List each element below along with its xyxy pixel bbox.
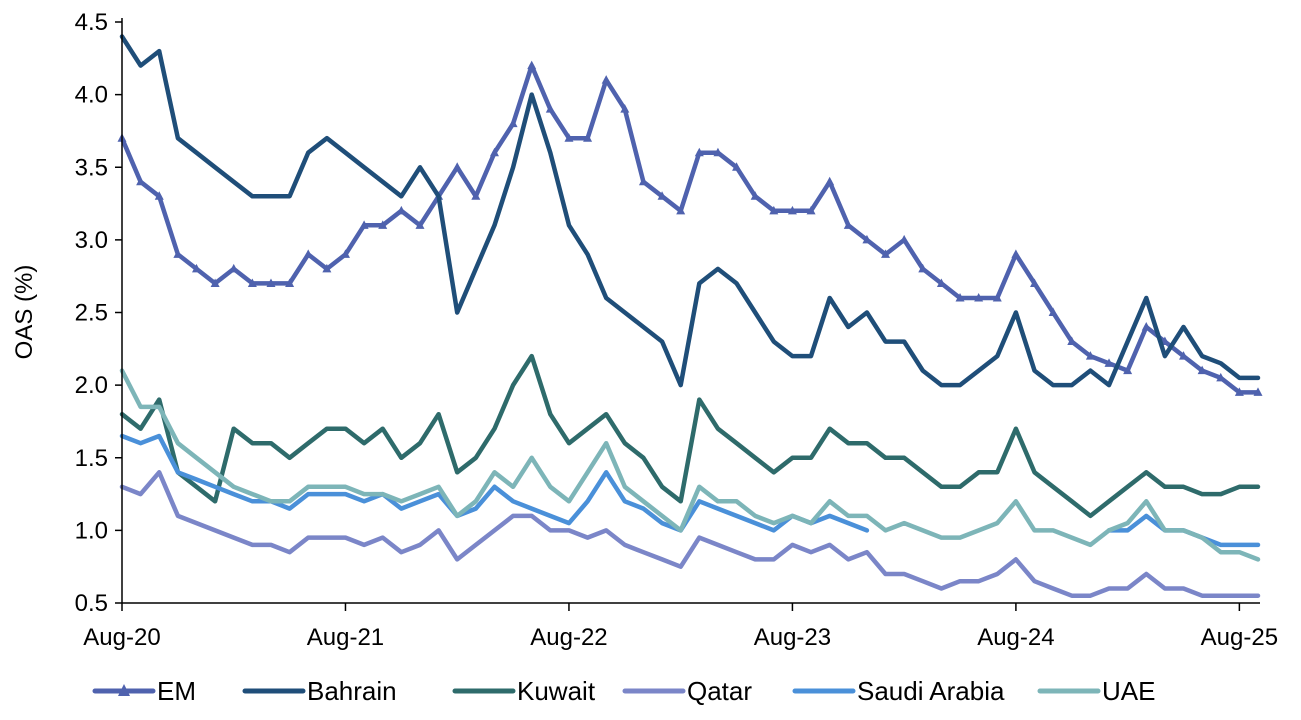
em-point-marker <box>583 133 593 142</box>
em-point-marker <box>787 205 797 215</box>
series-line-qatar <box>119 470 1261 598</box>
y-axis-title: OAS (%) <box>11 265 38 360</box>
em-point-marker <box>601 75 611 84</box>
legend-item-kuwait: Kuwait <box>452 676 596 706</box>
em-point-marker <box>713 147 723 157</box>
em-point-marker <box>136 176 146 186</box>
legend-item-em: EM <box>92 676 196 706</box>
em-point-marker <box>173 249 183 258</box>
axes <box>121 18 1260 604</box>
series-line-bahrain <box>119 34 1261 388</box>
em-point-marker <box>918 263 928 273</box>
em-point-marker <box>396 205 406 215</box>
em-point-marker <box>378 220 388 229</box>
em-point-marker <box>527 60 537 70</box>
y-tick-label: 1.0 <box>75 517 108 544</box>
em-point-marker <box>1141 322 1151 331</box>
em-point-marker <box>899 234 909 244</box>
x-tick-label: Aug-21 <box>307 624 384 651</box>
em-point-marker <box>1104 358 1114 367</box>
em-point-marker <box>676 205 686 215</box>
em-point-marker <box>210 278 220 287</box>
em-point-marker <box>1123 365 1133 375</box>
em-point-marker <box>191 263 201 273</box>
em-point-marker <box>564 133 574 142</box>
em-point-marker <box>769 205 779 215</box>
legend-marker-icon <box>118 684 130 696</box>
em-point-marker <box>1085 351 1095 360</box>
legend-label: Kuwait <box>517 676 596 706</box>
em-point-marker <box>657 191 667 200</box>
em-point-marker <box>881 249 891 258</box>
series-layer <box>117 34 1263 598</box>
em-point-marker <box>266 278 276 287</box>
y-tick-label: 4.0 <box>75 82 108 109</box>
em-point-marker <box>154 191 164 200</box>
em-point-marker <box>229 263 239 273</box>
x-tick-label: Aug-22 <box>530 624 607 651</box>
em-point-marker <box>732 162 742 171</box>
em-point-marker <box>415 220 425 229</box>
x-tick-label: Aug-24 <box>977 624 1054 651</box>
y-tick-label: 2.5 <box>75 300 108 327</box>
em-point-marker <box>359 220 369 229</box>
em-point-marker <box>1030 278 1040 287</box>
y-tick-label: 2.0 <box>75 372 108 399</box>
em-point-marker <box>992 292 1002 302</box>
em-point-marker <box>638 176 648 186</box>
em-point-marker <box>694 147 704 157</box>
em-point-marker <box>825 176 835 186</box>
em-point-marker <box>340 249 350 258</box>
y-tick-label: 4.5 <box>75 9 108 36</box>
x-tick-label: Aug-25 <box>1201 624 1278 651</box>
em-point-marker <box>1048 307 1058 316</box>
y-tick-label: 0.5 <box>75 590 108 617</box>
em-point-marker <box>620 104 630 113</box>
em-point-marker <box>1011 249 1021 258</box>
em-point-marker <box>1197 365 1207 375</box>
y-tick-label: 1.5 <box>75 445 108 472</box>
em-point-marker <box>471 191 481 200</box>
em-point-marker <box>452 162 462 171</box>
y-axis-ticks: 0.5 1.0 1.5 2.0 2.5 3.0 3.5 4.0 4.5 <box>75 9 122 617</box>
legend: EM Bahrain Kuwait Qatar Saudi Arabia UAE <box>92 676 1155 706</box>
em-point-marker <box>974 292 984 302</box>
x-axis-ticks: Aug-20 Aug-21 Aug-22 Aug-23 Aug-24 Aug-25 <box>83 603 1278 651</box>
y-axis-title-group: OAS (%) <box>11 265 38 360</box>
em-point-marker <box>1179 351 1189 360</box>
legend-label: UAE <box>1102 676 1155 706</box>
legend-item-bahrain: Bahrain <box>242 676 397 706</box>
legend-item-qatar: Qatar <box>622 676 752 706</box>
em-point-marker <box>936 278 946 287</box>
y-tick-label: 3.5 <box>75 154 108 181</box>
em-point-marker <box>489 147 499 157</box>
em-point-marker <box>285 278 295 287</box>
legend-label: Bahrain <box>307 676 397 706</box>
em-point-marker <box>1216 372 1226 382</box>
em-point-marker <box>750 191 760 200</box>
em-point-marker <box>545 104 555 113</box>
em-point-marker <box>843 220 853 229</box>
series-line-uae <box>119 368 1261 562</box>
legend-item-uae: UAE <box>1037 676 1155 706</box>
em-point-marker <box>955 292 965 302</box>
em-point-marker <box>1253 387 1263 396</box>
em-point-marker <box>508 118 518 128</box>
em-point-marker <box>862 234 872 244</box>
x-tick-label: Aug-20 <box>83 624 160 651</box>
em-point-marker <box>806 205 816 215</box>
em-point-marker <box>303 249 313 258</box>
em-point-marker <box>1234 387 1244 396</box>
em-point-marker <box>1067 336 1077 346</box>
series-line-kuwait <box>119 353 1261 519</box>
em-point-marker <box>322 263 332 273</box>
em-point-marker <box>247 278 257 287</box>
legend-label: EM <box>157 676 196 706</box>
legend-label: Qatar <box>687 676 752 706</box>
legend-item-saudi-arabia: Saudi Arabia <box>792 676 1005 706</box>
legend-label: Saudi Arabia <box>857 676 1005 706</box>
x-tick-label: Aug-23 <box>754 624 831 651</box>
y-tick-label: 3.0 <box>75 227 108 254</box>
